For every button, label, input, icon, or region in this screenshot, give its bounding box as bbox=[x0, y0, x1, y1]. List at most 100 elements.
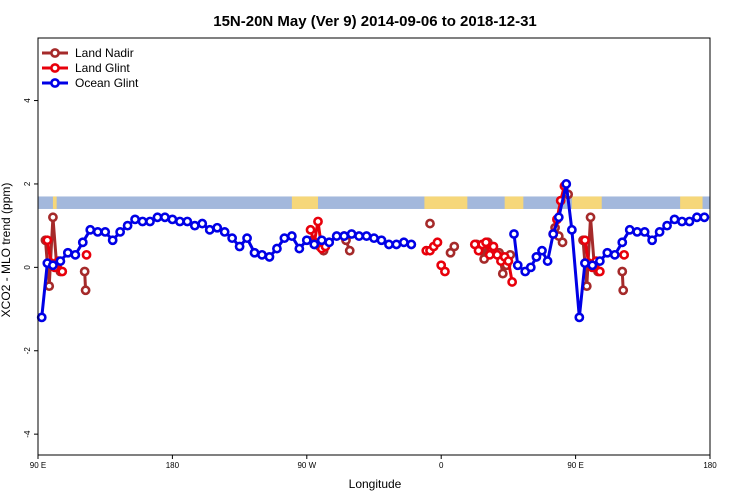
data-point bbox=[440, 266, 450, 277]
data-point bbox=[609, 249, 620, 260]
data-point bbox=[339, 231, 350, 241]
data-point bbox=[81, 249, 92, 260]
x-tick-label: 0 bbox=[439, 461, 444, 470]
x-tick-label: 180 bbox=[703, 461, 717, 470]
data-point bbox=[100, 227, 111, 237]
data-point bbox=[594, 266, 605, 277]
series-ocean-glint bbox=[36, 179, 710, 323]
land-strip-segment bbox=[291, 196, 318, 209]
data-point bbox=[130, 214, 140, 225]
ocean-strip bbox=[38, 196, 710, 209]
data-point bbox=[398, 237, 409, 248]
data-point bbox=[481, 237, 491, 248]
data-point bbox=[316, 235, 327, 246]
chart-title: 15N-20N May (Ver 9) 2014-09-06 to 2018-1… bbox=[213, 13, 537, 30]
data-point bbox=[152, 212, 163, 223]
data-point bbox=[566, 224, 577, 235]
data-point bbox=[227, 233, 238, 244]
data-point bbox=[587, 260, 598, 271]
data-point bbox=[488, 241, 499, 252]
y-axis-label: XCO2 - MLO trend (ppm) bbox=[0, 183, 13, 318]
data-point bbox=[639, 227, 650, 237]
data-point bbox=[204, 224, 215, 235]
land-ocean-strip bbox=[38, 196, 710, 209]
data-point bbox=[594, 256, 605, 266]
data-point bbox=[279, 233, 290, 244]
data-point bbox=[145, 216, 155, 227]
data-point bbox=[122, 220, 133, 231]
data-point bbox=[189, 220, 200, 231]
land-strip-segment bbox=[571, 196, 602, 209]
data-point bbox=[391, 239, 402, 250]
data-point bbox=[212, 222, 223, 233]
data-point bbox=[344, 245, 355, 256]
data-point bbox=[503, 256, 514, 266]
data-point bbox=[574, 312, 585, 323]
data-point bbox=[509, 229, 519, 239]
legend-swatch-marker bbox=[50, 78, 60, 88]
data-point bbox=[115, 227, 126, 237]
legend-label: Ocean Glint bbox=[75, 76, 139, 90]
x-tick-label: 180 bbox=[166, 461, 180, 470]
legend-swatch-marker bbox=[50, 63, 60, 73]
data-point bbox=[561, 179, 572, 189]
data-point bbox=[294, 243, 305, 254]
data-point bbox=[36, 312, 47, 323]
data-point bbox=[301, 235, 312, 246]
data-point bbox=[92, 227, 103, 237]
data-point bbox=[617, 237, 628, 248]
land-strip-segment bbox=[52, 196, 57, 209]
data-point bbox=[234, 241, 245, 252]
data-point bbox=[624, 224, 635, 235]
legend-label: Land Nadir bbox=[75, 46, 134, 60]
data-point bbox=[57, 266, 68, 277]
data-point bbox=[384, 239, 394, 250]
data-point bbox=[242, 233, 252, 244]
data-point bbox=[425, 218, 435, 229]
data-point bbox=[249, 247, 260, 258]
data-point bbox=[219, 227, 230, 237]
data-point bbox=[48, 260, 58, 271]
data-point bbox=[79, 266, 90, 277]
data-point bbox=[432, 237, 443, 248]
data-point bbox=[507, 277, 518, 287]
land-strip-segment bbox=[504, 196, 524, 209]
data-point bbox=[585, 212, 596, 223]
land-strip-segment bbox=[424, 196, 468, 209]
data-point bbox=[406, 239, 417, 250]
data-point bbox=[305, 224, 316, 235]
data-point bbox=[324, 237, 335, 248]
data-point bbox=[654, 227, 665, 237]
data-point bbox=[160, 212, 170, 223]
data-point bbox=[346, 229, 357, 239]
x-tick-label: 90 E bbox=[567, 461, 583, 470]
data-point bbox=[580, 258, 590, 269]
data-point bbox=[42, 235, 53, 246]
series bbox=[36, 179, 710, 323]
data-point bbox=[497, 268, 508, 279]
land-strip-segment bbox=[680, 196, 703, 209]
data-point bbox=[48, 212, 58, 223]
legend-swatch-marker bbox=[50, 48, 60, 58]
data-point bbox=[257, 249, 267, 260]
data-point bbox=[369, 233, 379, 244]
data-point bbox=[331, 231, 342, 241]
y-tick-label: 0 bbox=[23, 265, 32, 270]
data-point bbox=[309, 239, 320, 250]
data-point bbox=[182, 216, 193, 227]
data-point bbox=[512, 260, 523, 271]
data-point bbox=[632, 227, 643, 237]
data-point bbox=[137, 216, 148, 227]
y-tick-label: 4 bbox=[23, 98, 32, 103]
data-point bbox=[376, 235, 387, 246]
data-point bbox=[537, 245, 547, 256]
data-point bbox=[264, 252, 275, 262]
data-point bbox=[167, 214, 178, 225]
data-point bbox=[313, 216, 323, 227]
data-point bbox=[677, 216, 687, 227]
data-point bbox=[62, 247, 73, 258]
data-point bbox=[525, 262, 536, 273]
data-point bbox=[602, 247, 613, 258]
data-point bbox=[684, 216, 695, 227]
